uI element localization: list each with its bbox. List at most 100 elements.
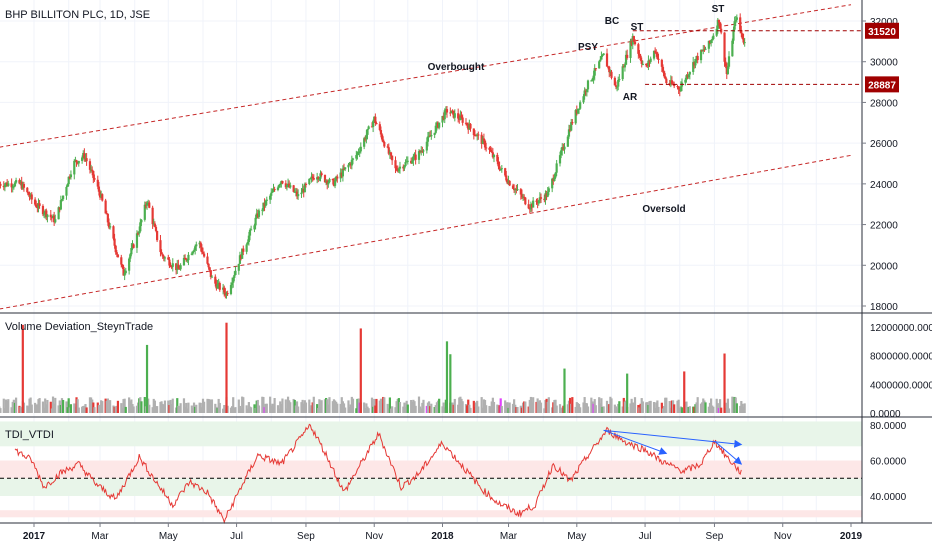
volume-panel-title: Volume Deviation_SteynTrade bbox=[5, 321, 153, 333]
volume-bar bbox=[610, 398, 612, 413]
volume-bar bbox=[250, 407, 252, 413]
volume-bar bbox=[509, 402, 511, 413]
candle-body bbox=[375, 123, 377, 124]
volume-bar bbox=[156, 406, 158, 413]
candle-body bbox=[206, 257, 208, 264]
candle-body bbox=[415, 155, 417, 160]
candle-body bbox=[113, 239, 115, 246]
volume-bar bbox=[211, 399, 213, 413]
price-tick-label: 18000 bbox=[870, 302, 898, 313]
tdi-bands bbox=[0, 421, 862, 517]
time-tick-label: May bbox=[159, 531, 178, 542]
volume-bar bbox=[399, 402, 401, 413]
volume-bar bbox=[266, 404, 268, 413]
candle-body bbox=[270, 193, 272, 196]
candle-body bbox=[344, 167, 346, 169]
candle-body bbox=[571, 122, 573, 123]
candle-body bbox=[540, 197, 542, 199]
candle-body bbox=[183, 258, 185, 265]
candle-body bbox=[46, 215, 48, 217]
volume-bar bbox=[0, 408, 2, 413]
candle-body bbox=[603, 53, 605, 55]
candle-body bbox=[148, 202, 150, 207]
volume-spike bbox=[449, 354, 451, 413]
time-tick-label: May bbox=[567, 531, 586, 542]
volume-bar bbox=[140, 401, 142, 413]
chart-title: BHP BILLITON PLC, 1D, JSE bbox=[5, 9, 150, 21]
candle-body bbox=[563, 147, 565, 150]
candle-body bbox=[430, 135, 432, 136]
candlesticks bbox=[0, 13, 746, 298]
volume-bar bbox=[78, 408, 80, 413]
volume-bar bbox=[125, 407, 127, 413]
annotation-oversold: Oversold bbox=[642, 204, 685, 215]
candle-body bbox=[274, 189, 276, 190]
candle-body bbox=[116, 252, 118, 254]
tdi-tick-label: 40.0000 bbox=[870, 492, 907, 503]
candle-body bbox=[62, 196, 64, 200]
price-levels bbox=[633, 31, 862, 85]
volume-bar bbox=[493, 402, 495, 413]
candle-body bbox=[723, 33, 725, 62]
volume-bar bbox=[579, 407, 581, 413]
candle-body bbox=[493, 155, 495, 157]
volume-bar bbox=[391, 406, 393, 413]
volume-bar bbox=[438, 399, 440, 413]
price-tick-label: 20000 bbox=[870, 261, 898, 272]
candle-body bbox=[454, 113, 456, 117]
candle-body bbox=[101, 194, 103, 200]
volume-bar bbox=[618, 401, 620, 413]
price-tag-label: 31520 bbox=[868, 27, 896, 38]
candle-body bbox=[689, 72, 691, 75]
volume-bar bbox=[720, 408, 722, 413]
candle-body bbox=[156, 231, 158, 240]
price-tick-label: 28000 bbox=[870, 98, 898, 109]
candle-body bbox=[117, 254, 119, 257]
candle-body bbox=[93, 178, 95, 180]
volume-bar bbox=[516, 407, 518, 413]
candle-body bbox=[258, 210, 260, 216]
volume-bar bbox=[242, 397, 244, 413]
candle-body bbox=[125, 271, 127, 273]
candle-body bbox=[266, 200, 268, 201]
volume-bar bbox=[454, 399, 456, 413]
candle-body bbox=[281, 181, 283, 183]
tdi-tick-label: 60.0000 bbox=[870, 457, 907, 468]
time-tick-label: 2018 bbox=[431, 531, 454, 542]
volume-bar bbox=[375, 399, 377, 413]
volume-bar bbox=[595, 405, 597, 413]
tdi-tick-label: 80.0000 bbox=[870, 421, 907, 432]
volume-bar bbox=[469, 408, 471, 413]
price-tick-label: 26000 bbox=[870, 139, 898, 150]
candle-body bbox=[15, 180, 17, 182]
price-tick-label: 24000 bbox=[870, 180, 898, 191]
volume-bar bbox=[603, 406, 605, 413]
candle-body bbox=[227, 293, 229, 294]
candle-body bbox=[501, 168, 503, 169]
volume-bar bbox=[38, 398, 40, 413]
candle-body bbox=[180, 265, 182, 269]
volume-bar bbox=[297, 406, 299, 413]
tdi-band bbox=[0, 510, 862, 517]
volume-bar bbox=[728, 408, 730, 413]
candle-body bbox=[136, 233, 138, 248]
candle-body bbox=[238, 264, 240, 271]
volume-tick-label: 4000000.0000 bbox=[870, 380, 932, 391]
candle-body bbox=[321, 173, 323, 175]
candle-body bbox=[412, 156, 414, 160]
candle-body bbox=[209, 267, 211, 270]
volume-bar bbox=[62, 400, 64, 413]
volume-bar bbox=[203, 402, 205, 413]
tdi-band bbox=[0, 478, 862, 496]
volume-bar bbox=[15, 398, 17, 413]
volume-bar bbox=[54, 398, 56, 413]
volume-bar bbox=[336, 404, 338, 413]
volume-tick-label: 0.0000 bbox=[870, 409, 901, 420]
volume-bar bbox=[430, 404, 432, 413]
price-channel bbox=[0, 5, 851, 309]
volume-bar bbox=[704, 402, 706, 413]
volume-bar bbox=[70, 404, 72, 413]
volume-bar bbox=[650, 401, 652, 413]
candle-body bbox=[203, 254, 205, 257]
